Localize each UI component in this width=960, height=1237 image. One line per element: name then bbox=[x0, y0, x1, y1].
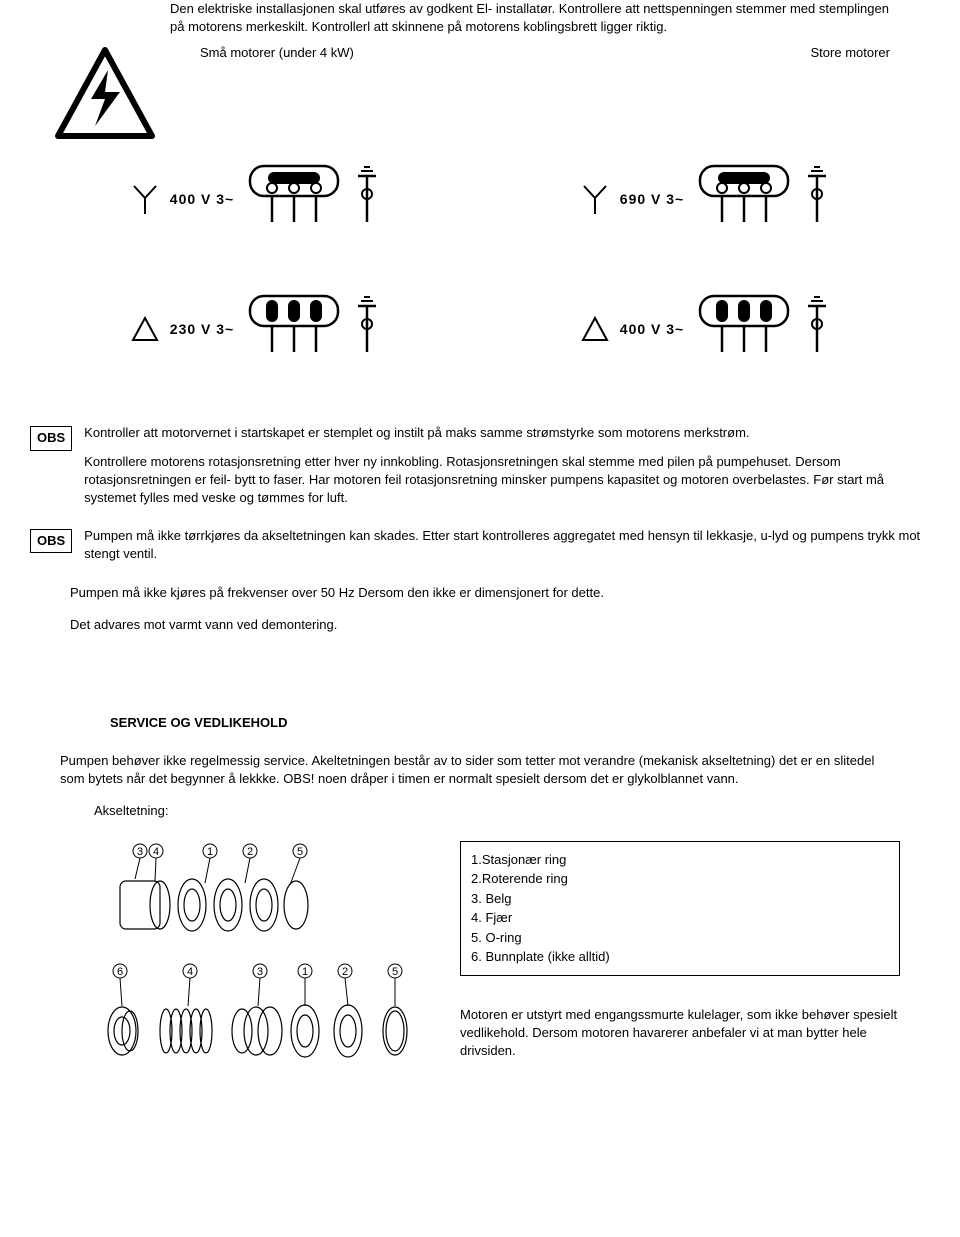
mechanical-seal-diagram: 3 4 1 2 5 bbox=[30, 841, 430, 1071]
seal-subheading: Akseltetning: bbox=[94, 802, 930, 820]
delta-symbol-icon bbox=[580, 314, 610, 344]
callout-5: 5 bbox=[297, 846, 303, 858]
legend-item-2: 2.Roterende ring bbox=[471, 869, 889, 889]
wye-symbol-icon bbox=[580, 182, 610, 216]
callout-2: 2 bbox=[247, 846, 253, 858]
callout-1b: 1 bbox=[302, 966, 308, 978]
terminal-box-wye-icon bbox=[244, 164, 344, 234]
legend-item-6: 6. Bunnplate (ikke alltid) bbox=[471, 947, 889, 967]
legend-item-4: 4. Fjær bbox=[471, 908, 889, 928]
callout-3: 3 bbox=[137, 846, 143, 858]
ground-symbol-icon bbox=[354, 294, 380, 364]
obs1-p2: Kontrollere motorens rotasjonsretning et… bbox=[84, 453, 930, 508]
voltage-label: 400 V 3~ bbox=[170, 190, 234, 210]
voltage-label: 230 V 3~ bbox=[170, 320, 234, 340]
obs-badge: OBS bbox=[30, 529, 72, 553]
ground-symbol-icon bbox=[804, 164, 830, 234]
frequency-warning: Pumpen må ikke kjøres på frekvenser over… bbox=[70, 584, 930, 602]
terminal-box-delta-icon bbox=[694, 294, 794, 364]
voltage-label: 400 V 3~ bbox=[620, 320, 684, 340]
obs1-text: Kontroller att motorvernet i startskapet… bbox=[84, 424, 930, 507]
callout-5b: 5 bbox=[392, 966, 398, 978]
parts-legend: 1.Stasjonær ring 2.Roterende ring 3. Bel… bbox=[460, 841, 900, 976]
voltage-label: 690 V 3~ bbox=[620, 190, 684, 210]
small-motors-label: Små motorer (under 4 kW) bbox=[200, 44, 354, 62]
motor-bearing-text: Motoren er utstyrt med engangssmurte kul… bbox=[460, 1006, 900, 1061]
intro-paragraph: Den elektriske installasjonen skal utfør… bbox=[170, 0, 900, 36]
callout-3b: 3 bbox=[257, 966, 263, 978]
delta-symbol-icon bbox=[130, 314, 160, 344]
hot-water-warning: Det advares mot varmt vann ved demonteri… bbox=[70, 616, 930, 634]
ground-symbol-icon bbox=[804, 294, 830, 364]
callout-6: 6 bbox=[117, 966, 123, 978]
callout-4: 4 bbox=[153, 846, 159, 858]
obs2-text: Pumpen må ikke tørrkjøres da akseltetnin… bbox=[84, 527, 930, 563]
terminal-box-wye-icon bbox=[694, 164, 794, 234]
callout-2b: 2 bbox=[342, 966, 348, 978]
large-motor-diagrams: 690 V 3~ bbox=[480, 164, 930, 364]
service-paragraph: Pumpen behøver ikke regelmessig service.… bbox=[60, 752, 900, 788]
wye-symbol-icon bbox=[130, 182, 160, 216]
large-motors-label: Store motorer bbox=[811, 44, 890, 62]
ground-symbol-icon bbox=[354, 164, 380, 234]
legend-item-3: 3. Belg bbox=[471, 889, 889, 909]
callout-1: 1 bbox=[207, 846, 213, 858]
legend-item-1: 1.Stasjonær ring bbox=[471, 850, 889, 870]
obs-badge: OBS bbox=[30, 426, 72, 450]
terminal-box-delta-icon bbox=[244, 294, 344, 364]
callout-4b: 4 bbox=[187, 966, 193, 978]
small-motor-diagrams: 400 V 3~ bbox=[30, 164, 480, 364]
service-heading: SERVICE OG VEDLIKEHOLD bbox=[110, 714, 930, 732]
electrical-warning-icon bbox=[30, 44, 160, 144]
legend-item-5: 5. O-ring bbox=[471, 928, 889, 948]
obs1-p1: Kontroller att motorvernet i startskapet… bbox=[84, 424, 930, 442]
